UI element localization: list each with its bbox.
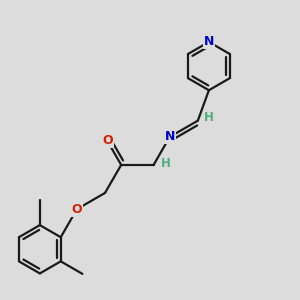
Text: H: H xyxy=(204,111,214,124)
Text: N: N xyxy=(165,130,175,143)
Text: N: N xyxy=(204,35,214,48)
Text: O: O xyxy=(72,203,82,216)
Text: O: O xyxy=(102,134,112,147)
Text: H: H xyxy=(161,157,171,170)
